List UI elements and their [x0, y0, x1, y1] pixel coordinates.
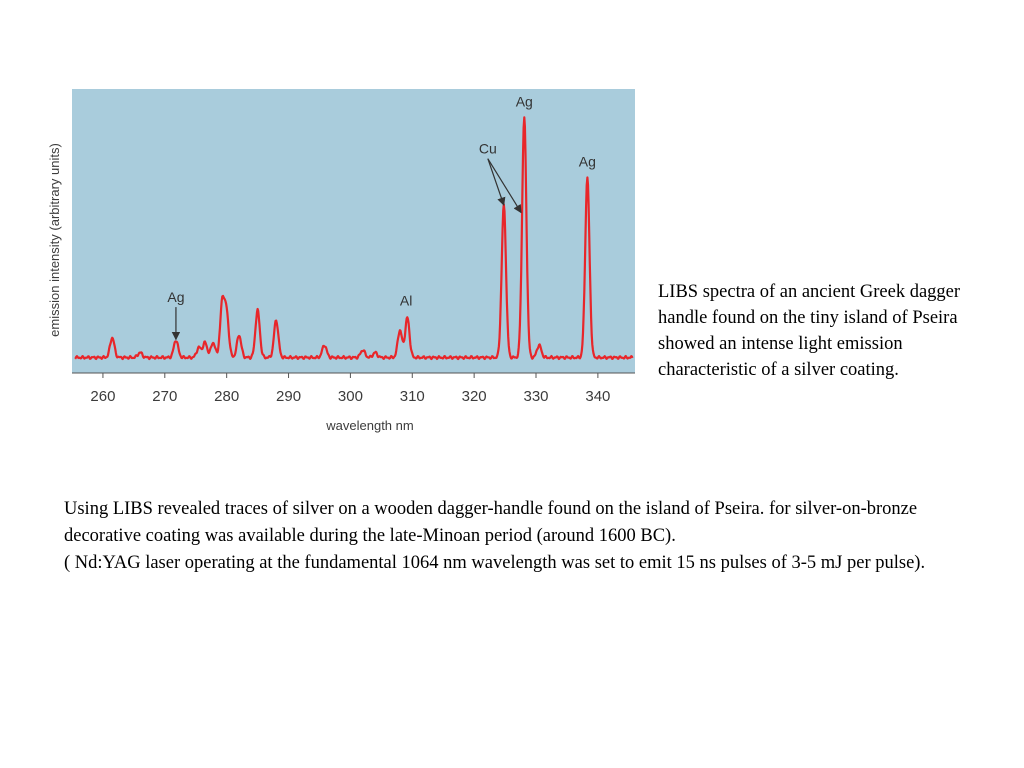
x-tick-label: 290 — [276, 388, 301, 405]
plot-background — [72, 89, 635, 373]
spectrum-chart-svg: 260 270 280 290 300 310 320 330 340 Ag Al Cu Ag Ag w… — [47, 89, 635, 433]
x-axis-title: wavelength nm — [325, 418, 413, 433]
x-tick-label: 340 — [585, 388, 610, 405]
figure-caption: LIBS spectra of an ancient Greek dagger … — [658, 282, 961, 380]
x-tick-label: 260 — [90, 388, 115, 405]
x-tick-label: 270 — [152, 388, 177, 405]
peak-arrow — [487, 158, 506, 206]
spectrum-layer — [74, 116, 634, 361]
x-tick-label: 300 — [338, 388, 363, 405]
x-tick-label: 320 — [462, 388, 487, 405]
body-text: Using LIBS revealed traces of silver on … — [64, 496, 984, 577]
peak-label: Cu — [479, 141, 497, 157]
body-paragraph-1: Using LIBS revealed traces of silver on … — [64, 499, 918, 546]
x-tick-label: 310 — [400, 388, 425, 405]
peak-label: Ag — [516, 93, 533, 109]
x-tick-label: 280 — [214, 388, 239, 405]
spectrum-chart: 260 270 280 290 300 310 320 330 340 Ag Al Cu Ag Ag w… — [20, 80, 650, 440]
x-tick-layer: 260 270 280 290 300 310 320 330 340 — [90, 373, 610, 405]
peak-label: Ag — [167, 289, 184, 305]
body-paragraph-2: ( Nd:YAG laser operating at the fundamen… — [64, 553, 926, 573]
peak-label: Al — [400, 293, 412, 309]
spectrum-line — [74, 116, 634, 361]
peak-label: Ag — [579, 153, 596, 169]
y-axis-title: emission intensity (arbitrary units) — [47, 143, 62, 337]
annotation-layer: Ag Al Cu Ag Ag — [167, 93, 596, 341]
peak-arrow — [487, 158, 522, 214]
x-tick-label: 330 — [523, 388, 548, 405]
